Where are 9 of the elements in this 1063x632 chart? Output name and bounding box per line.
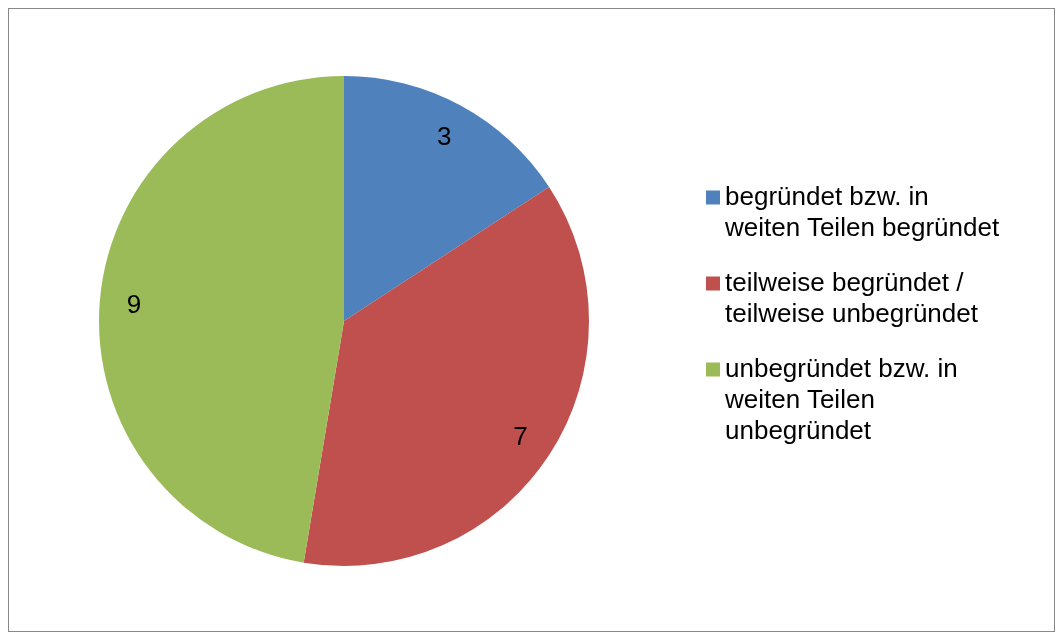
data-label: 9 <box>126 288 142 319</box>
legend-label: teilweise begründet / teilweise unbegründet <box>725 266 979 328</box>
data-label: 3 <box>437 120 452 151</box>
pie-slice <box>344 76 550 321</box>
legend-label: unbegründet bzw. in weiten Teilen unbegründet <box>724 352 958 445</box>
pie-slice <box>303 187 589 566</box>
legend-label: begründet bzw. in weiten Teilen begründet <box>724 180 1000 242</box>
data-label: 7 <box>513 421 528 452</box>
pie-slice <box>99 76 344 563</box>
